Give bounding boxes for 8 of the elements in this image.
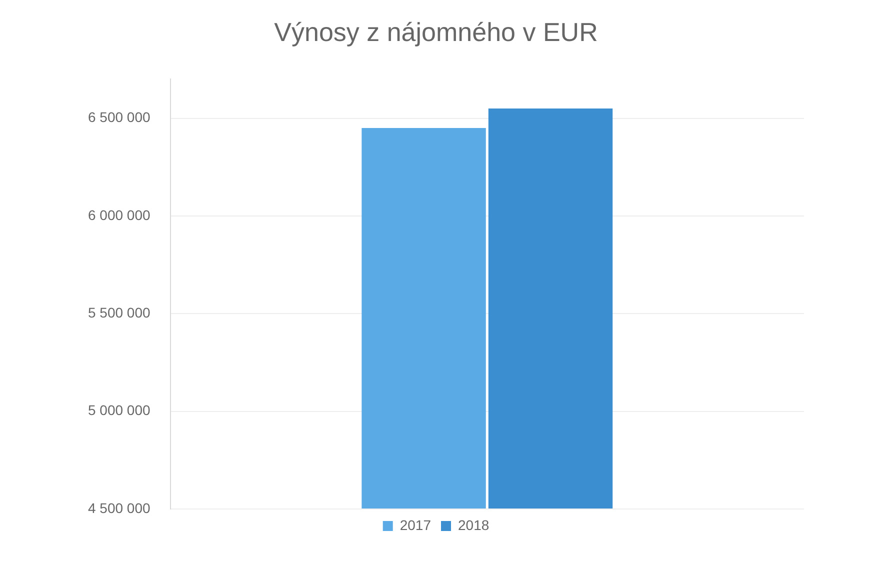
legend-label: 2018 bbox=[458, 516, 490, 533]
chart-title: Výnosy z nájomného v EUR bbox=[274, 16, 598, 47]
y-tick-label: 5 500 000 bbox=[88, 304, 150, 320]
legend-label: 2017 bbox=[400, 516, 432, 533]
y-tick-label: 6 000 000 bbox=[88, 206, 150, 223]
y-tick-label: 5 000 000 bbox=[88, 402, 150, 418]
y-tick-label: 4 500 000 bbox=[88, 500, 150, 516]
y-tick-label: 6 500 000 bbox=[88, 109, 150, 126]
